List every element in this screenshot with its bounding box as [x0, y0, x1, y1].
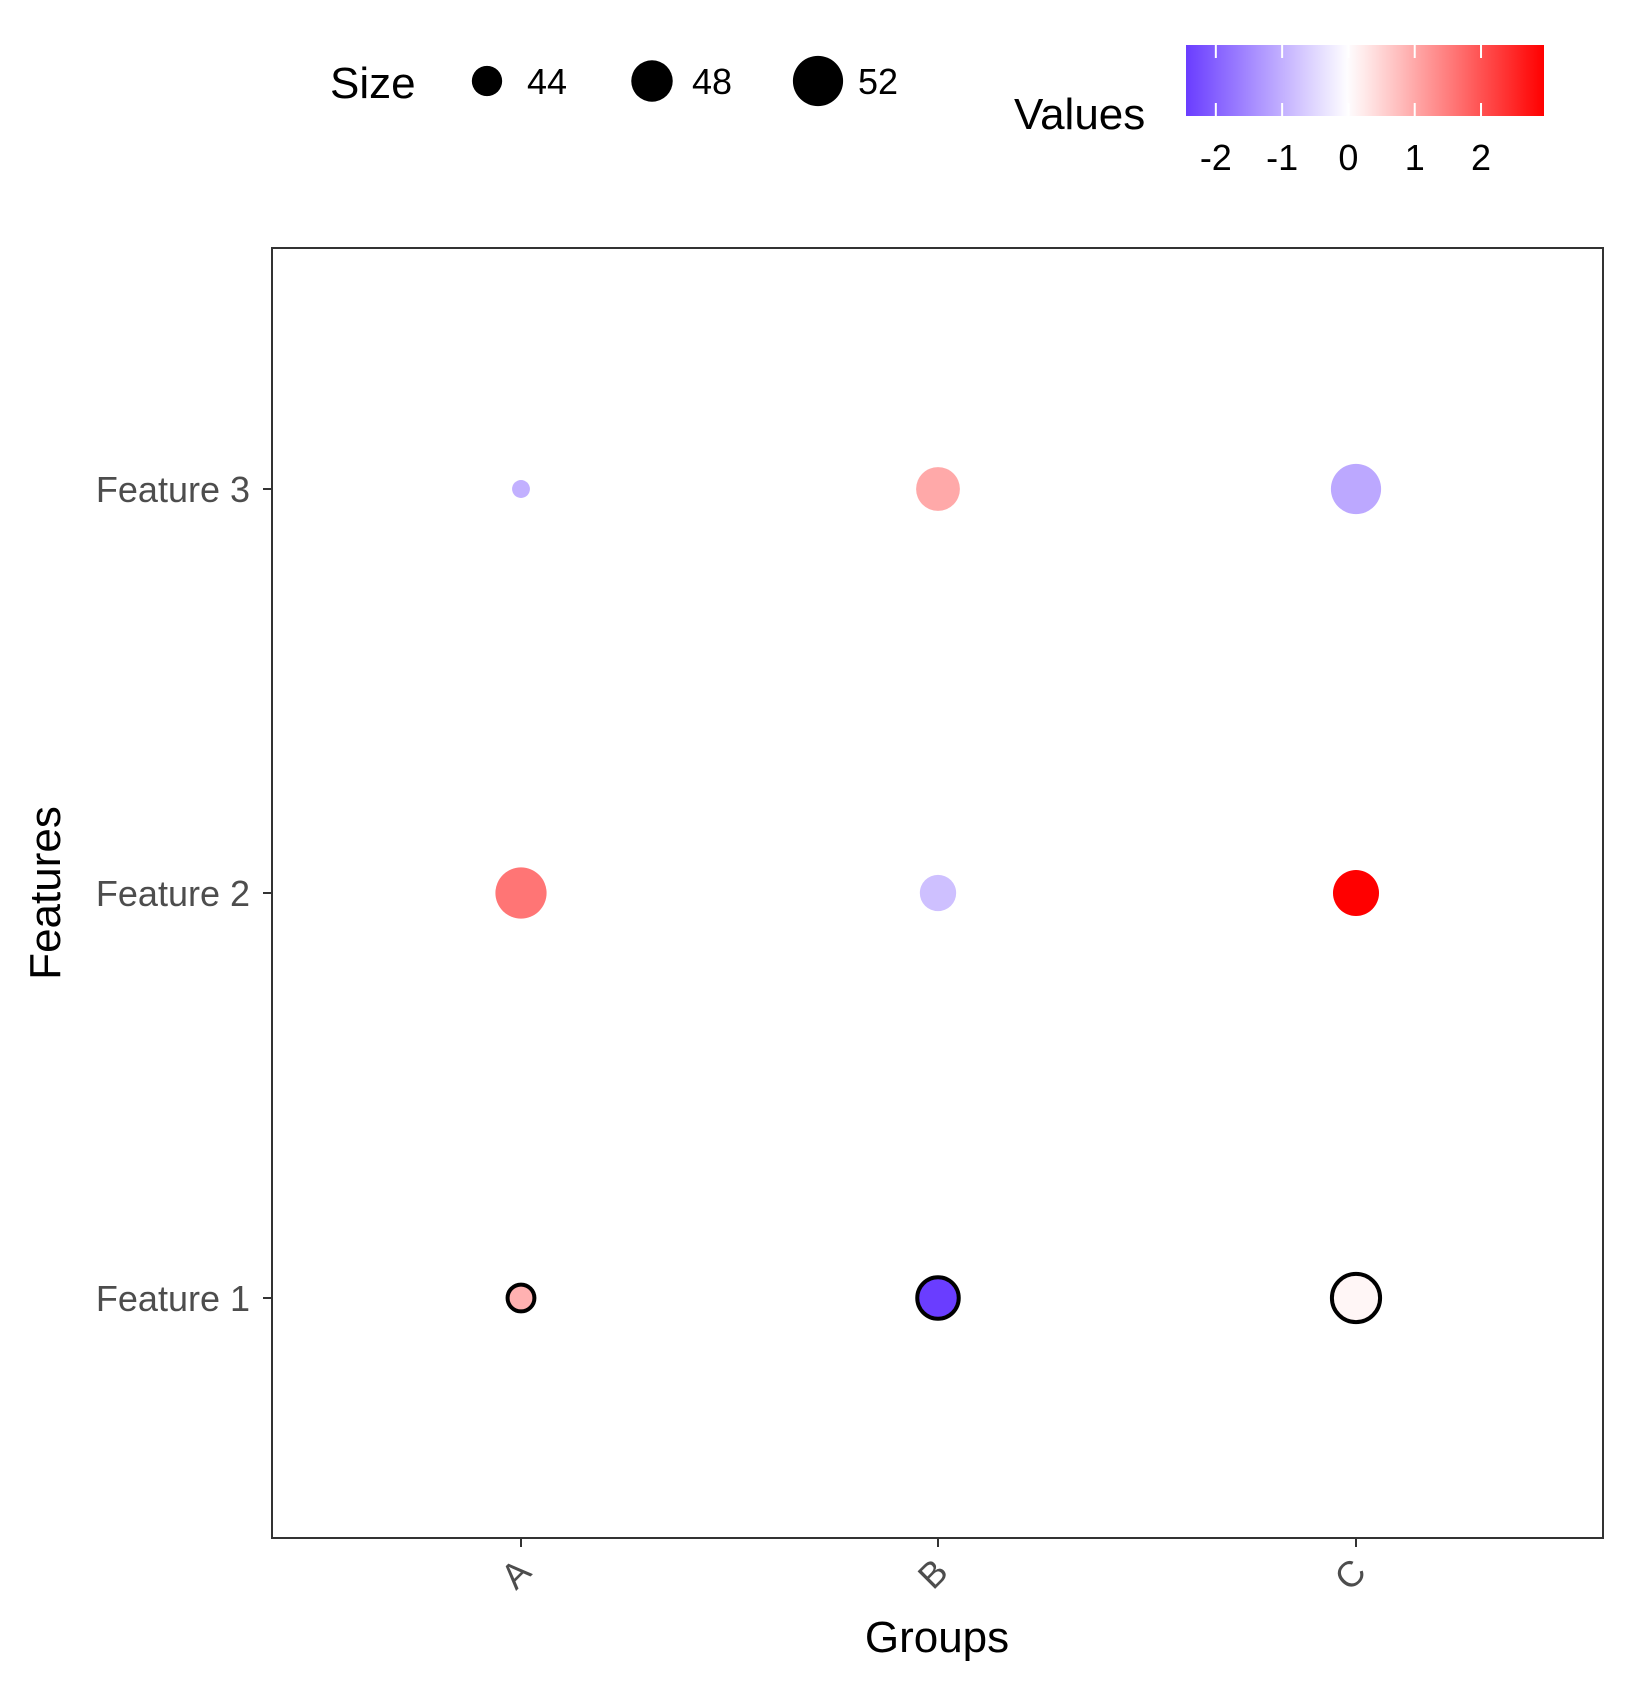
size-legend-key	[631, 60, 673, 102]
x-axis: A B C	[493, 1538, 1374, 1598]
data-point	[505, 1282, 537, 1314]
color-legend-label: -2	[1200, 137, 1232, 178]
size-legend-title: Size	[330, 59, 416, 108]
size-legend-label: 48	[692, 61, 732, 102]
data-point	[915, 1275, 961, 1321]
data-point	[1330, 463, 1382, 515]
size-legend-key	[471, 65, 503, 97]
size-legend: Size 44 48 52	[330, 55, 898, 108]
color-legend-label: 1	[1405, 137, 1425, 178]
points-layer	[495, 463, 1383, 1325]
x-axis-title: Groups	[865, 1613, 1009, 1662]
data-point	[1332, 869, 1380, 917]
size-legend-label: 44	[527, 61, 567, 102]
data-point	[1329, 1271, 1383, 1325]
color-legend-label: 2	[1471, 137, 1491, 178]
x-tick-label: A	[493, 1551, 539, 1597]
y-tick-label: Feature 3	[96, 469, 250, 510]
color-legend-bar	[1186, 45, 1544, 116]
size-legend-key	[792, 55, 844, 107]
data-point	[512, 480, 530, 498]
data-point	[495, 867, 547, 919]
y-tick-label: Feature 2	[96, 873, 250, 914]
color-legend-title: Values	[1014, 90, 1145, 139]
data-point	[916, 467, 960, 511]
y-tick-label: Feature 1	[96, 1278, 250, 1319]
color-legend-label: 0	[1338, 137, 1358, 178]
y-axis: Feature 1 Feature 2 Feature 3	[96, 469, 272, 1319]
x-tick-label: C	[1326, 1551, 1373, 1598]
color-legend-label: -1	[1266, 137, 1298, 178]
size-legend-label: 52	[858, 61, 898, 102]
color-legend: Values -2 -1 0 1 2	[1014, 45, 1544, 178]
data-point	[919, 874, 957, 912]
x-tick-label: B	[910, 1551, 956, 1597]
y-axis-title: Features	[21, 806, 70, 980]
